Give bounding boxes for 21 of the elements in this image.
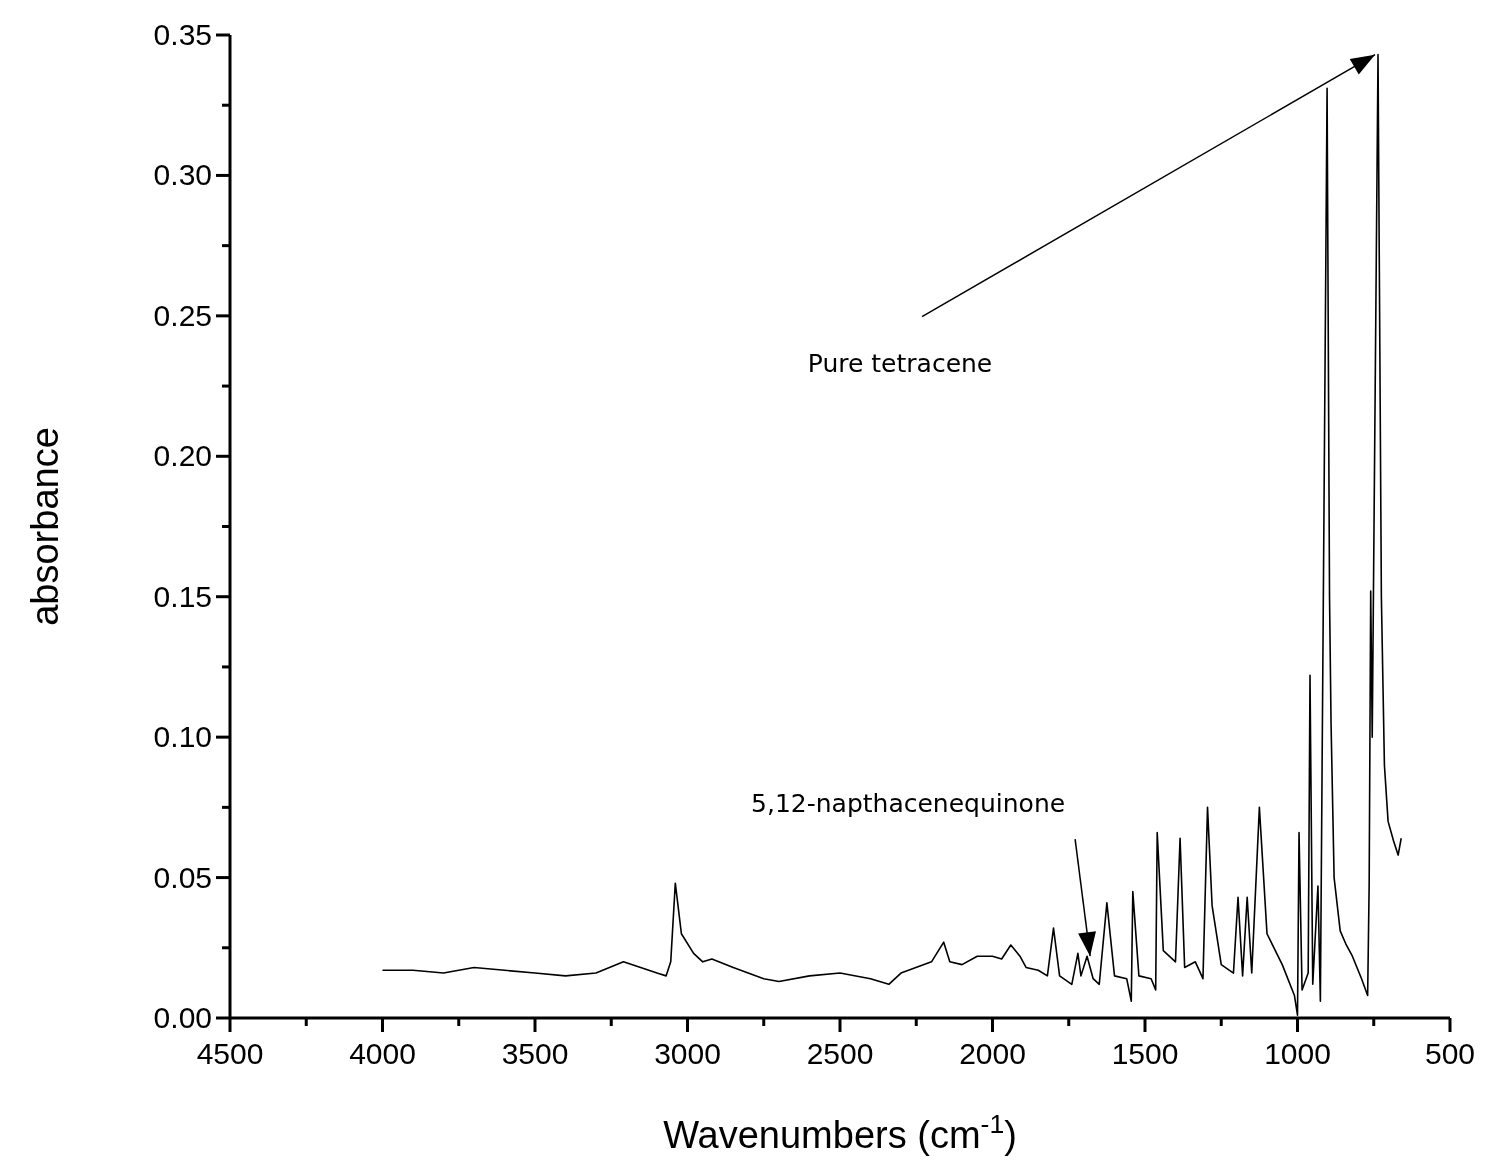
annotation: 5,12-napthacenequinone (751, 789, 1066, 819)
y-tick-label: 0.20 (153, 439, 212, 473)
y-tick-label: 0.35 (153, 18, 212, 51)
x-tick-label: 4500 (196, 1037, 264, 1070)
x-tick-label: 4000 (349, 1037, 416, 1070)
y-tick-label: 0.25 (153, 298, 212, 332)
annotation: Pure tetracene (807, 348, 993, 378)
x-tick-label: 3000 (654, 1037, 721, 1070)
y-axis-title: absorbance (24, 427, 66, 626)
y-tick-label: 0.10 (153, 720, 212, 754)
x-tick-label: 2500 (806, 1037, 874, 1070)
y-tick-label: 0.15 (153, 579, 212, 613)
x-tick-label: 1000 (1264, 1037, 1331, 1070)
x-tick-label: 3500 (501, 1037, 569, 1070)
y-tick-label: 0.30 (153, 158, 212, 192)
x-axis-title: Wavenumbers (cm$^{-1}$) (663, 1109, 1017, 1156)
x-tick-label: 1500 (1111, 1037, 1179, 1070)
y-tick-label: 0.00 (153, 1001, 212, 1034)
x-tick-label: 500 (1424, 1037, 1476, 1070)
y-tick-label: 0.05 (153, 860, 212, 894)
x-tick-label: 2000 (959, 1037, 1026, 1070)
